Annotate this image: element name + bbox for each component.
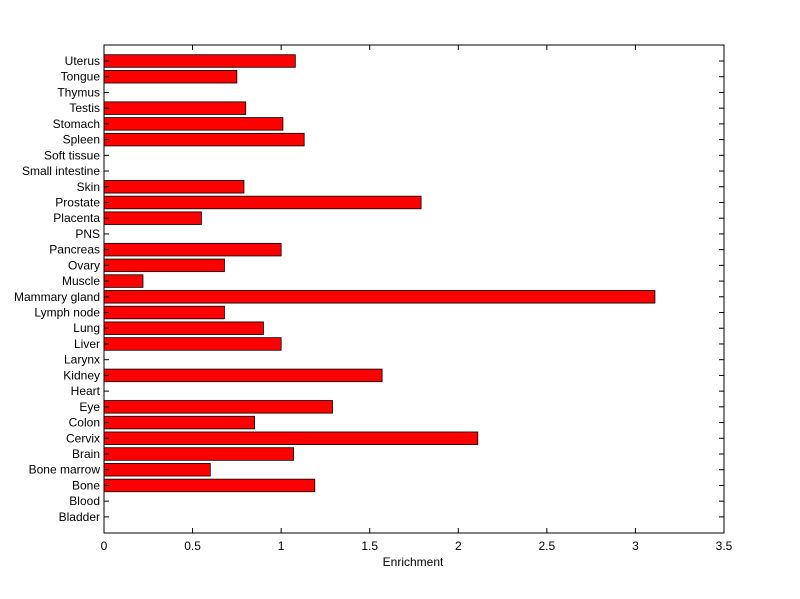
y-tick-label: Blood	[69, 494, 100, 508]
x-tick-label: 0.5	[184, 539, 201, 553]
y-tick-label: Placenta	[53, 211, 100, 225]
y-tick-label: Lymph node	[34, 306, 100, 320]
bar-lung	[103, 321, 264, 335]
y-tick-label: Uterus	[65, 54, 100, 68]
bar-skin	[103, 180, 245, 194]
x-axis-label: Enrichment	[383, 555, 444, 569]
y-tick-label: Spleen	[63, 133, 100, 147]
bar-stomach	[103, 117, 284, 131]
bar-lymph-node	[103, 305, 225, 320]
y-tick-label: Cervix	[66, 431, 100, 445]
y-tick-label: Pancreas	[49, 243, 100, 257]
bar-placenta	[103, 211, 202, 225]
y-tick-label: PNS	[75, 227, 100, 241]
bars-group	[103, 54, 656, 493]
x-tick-label: 3.5	[716, 539, 733, 553]
y-tick-label: Lung	[73, 321, 100, 335]
bar-brain	[103, 447, 294, 461]
bar-bone-marrow	[103, 463, 211, 477]
y-tick-label: Skin	[77, 180, 100, 194]
bar-kidney	[103, 368, 383, 383]
plot-area-frame	[103, 44, 725, 534]
y-tick-label: Stomach	[53, 117, 100, 131]
bar-eye	[103, 400, 333, 414]
x-tick-label: 0	[101, 539, 108, 553]
bar-liver	[103, 337, 282, 351]
y-tick-label: Tongue	[61, 70, 101, 84]
x-tick-label: 2.5	[539, 539, 556, 553]
bar-ovary	[103, 258, 225, 273]
y-tick-label: Ovary	[68, 258, 100, 272]
y-tick-label: Colon	[69, 416, 100, 430]
y-tick-label: Prostate	[55, 195, 100, 209]
y-tick-label: Brain	[72, 447, 100, 461]
x-tick-label: 1	[278, 539, 285, 553]
y-tick-label: Kidney	[63, 368, 100, 382]
y-tick-label: Testis	[69, 101, 100, 115]
x-tick-label: 3	[632, 539, 639, 553]
bar-colon	[103, 415, 255, 430]
x-tick-label: 1.5	[361, 539, 378, 553]
x-tick-label: 2	[455, 539, 462, 553]
y-tick-label: Thymus	[57, 85, 100, 99]
y-tick-label: Small intestine	[22, 164, 100, 178]
bar-pancreas	[103, 242, 282, 257]
bar-spleen	[103, 132, 305, 147]
y-tick-label: Eye	[79, 400, 100, 414]
y-tick-label: Bladder	[59, 510, 100, 524]
bar-testis	[103, 101, 247, 115]
bar-tongue	[103, 70, 238, 84]
y-tick-label: Liver	[74, 337, 100, 351]
y-tick-label: Soft tissue	[44, 148, 100, 162]
y-tick-label: Larynx	[64, 353, 100, 367]
bar-cervix	[103, 431, 479, 445]
y-tick-label: Muscle	[62, 274, 100, 288]
bar-mammary-gland	[103, 290, 656, 304]
bar-prostate	[103, 195, 422, 210]
x-axis-tick-labels: 0 0.5 1 1.5 2 2.5 3 3.5	[101, 539, 733, 553]
y-tick-label: Mammary gland	[14, 290, 100, 304]
y-tick-label: Bone	[72, 478, 100, 492]
y-tick-label: Heart	[71, 384, 101, 398]
bar-bone	[103, 478, 316, 493]
bar-uterus	[103, 54, 296, 68]
y-axis-ticks	[104, 60, 724, 518]
y-tick-label: Bone marrow	[29, 463, 101, 477]
bar-muscle	[103, 274, 144, 288]
